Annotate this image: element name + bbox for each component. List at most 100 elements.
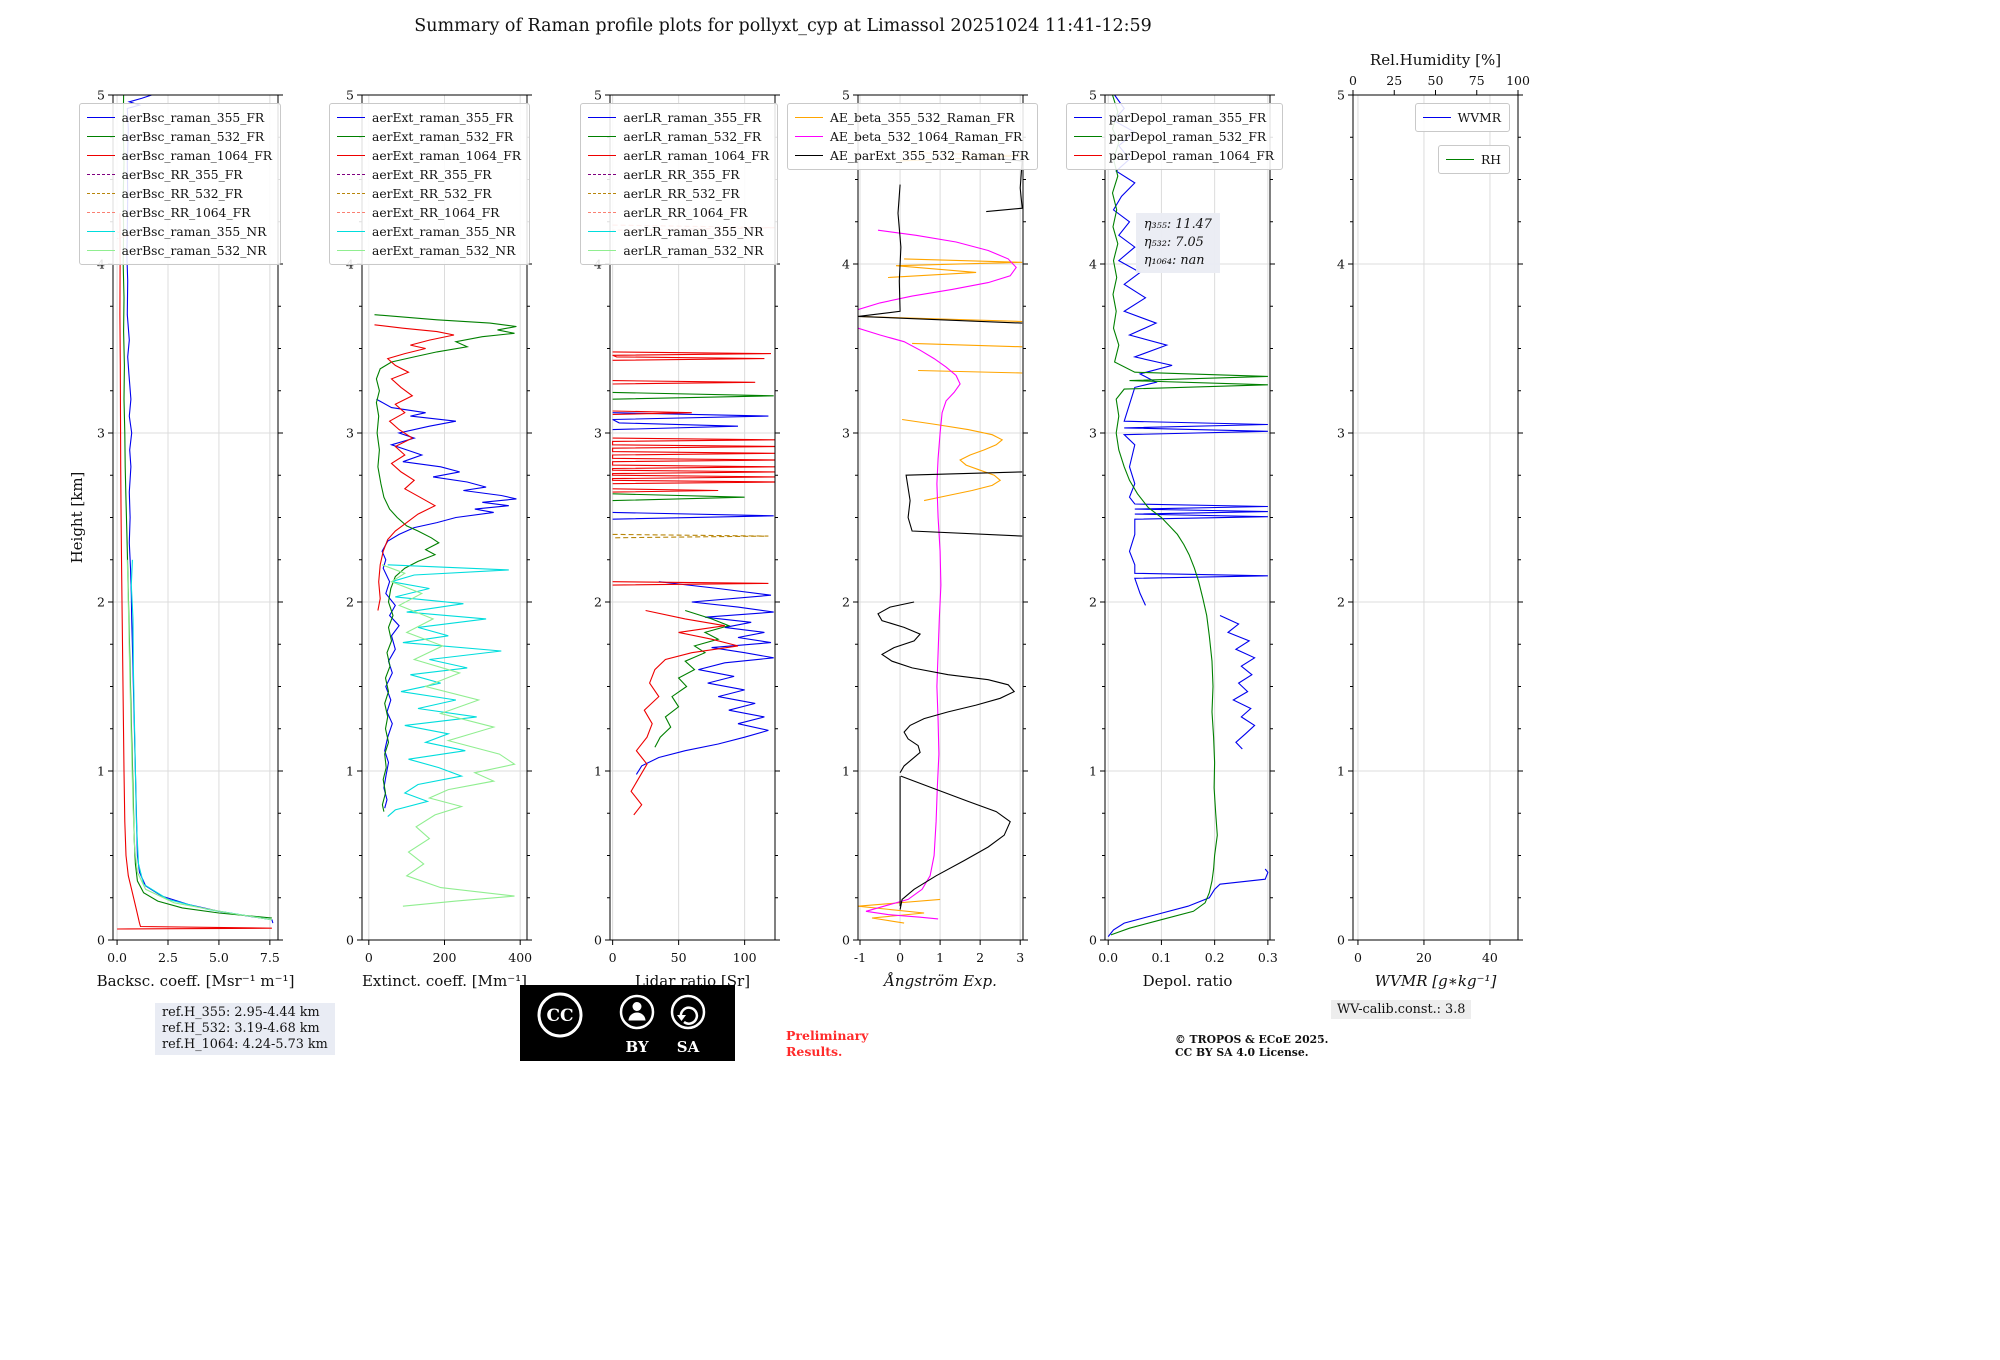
legend-label: aerExt_raman_355_FR: [372, 110, 514, 125]
legend-line-sample: [337, 117, 365, 118]
y-tick-label: 2: [1337, 595, 1345, 610]
legend-line-sample: [588, 174, 617, 175]
legend-label: AE_beta_355_532_Raman_FR: [829, 110, 1015, 125]
ref-h-355: ref.H_355: 2.95-4.44 km: [162, 1005, 320, 1020]
y-tick-label: 1: [1337, 764, 1345, 779]
legend-label: WVMR: [1457, 110, 1501, 125]
legend-label: aerExt_RR_355_FR: [372, 167, 492, 182]
legend-line-sample: [86, 136, 115, 137]
legend-label: parDepol_raman_1064_FR: [1108, 148, 1274, 163]
series-aerBsc_raman_355_NR: [130, 559, 272, 921]
panel-angstrom: 0 1 2 3 4 5 -1 0 1 2 3 Ångström Exp. AE_beta_355_532…: [786, 45, 1048, 1025]
legend: WVMR: [1414, 103, 1510, 132]
eta-annotation: η₃₅₅: 11.47 η₅₃₂: 7.05 η₁₀₆₄: nan: [1135, 213, 1220, 274]
y-tick-label: 2: [97, 595, 105, 610]
series-AE_beta_355_532_Raman_FR: [902, 418, 1004, 502]
panel-lidar-ratio: 012345050100Lidar ratio [Sr]aerLR_raman_…: [565, 45, 800, 1025]
plots-area: 0 1 2 3 4 5 0.0 2.5 5.0 7.5 Backsc. coeff. [Msr⁻¹ …: [68, 45, 1530, 1025]
legend-entry: WVMR: [1422, 108, 1501, 127]
legend-line-sample: [794, 155, 823, 156]
x-tick-label: 5.0: [209, 950, 229, 965]
series-AE_parExt_355_532_Raman_FR: [905, 471, 1023, 537]
panel-extinction: 0123450200400Extinct. coeff. [Mm⁻¹]aerEx…: [317, 45, 552, 1025]
y-axis-label: Height [km]: [68, 472, 86, 564]
legend-line-sample: [86, 231, 115, 232]
x-tick-label: 0.0: [107, 950, 127, 965]
legend-entry: aerExt_raman_532_FR: [337, 127, 521, 146]
preliminary-results-note: Preliminary Results.: [786, 1028, 868, 1061]
legend-label: aerBsc_RR_1064_FR: [121, 205, 251, 220]
legend-line-sample: [337, 231, 365, 232]
series-aerLR_raman_355_FR: [635, 581, 774, 775]
eta-annotation-line: η₁₀₆₄: nan: [1143, 253, 1205, 269]
copyright-line2: CC BY SA 4.0 License.: [1175, 1046, 1309, 1060]
legend-label: aerBsc_raman_532_NR: [121, 243, 267, 258]
legend-label: RH: [1481, 152, 1501, 167]
series-aerLR_raman_1064_FR: [612, 581, 769, 586]
sa-arrow-icon: [679, 1006, 699, 1025]
legend: RH: [1438, 145, 1510, 174]
legend-line-sample: [337, 193, 365, 194]
legend-line-sample: [86, 250, 115, 251]
y-tick-label: 0: [346, 933, 354, 948]
y-tick-label: 3: [1089, 426, 1097, 441]
y-tick-label: 0: [842, 933, 850, 948]
legend: aerLR_raman_355_FR aerLR_raman_532_FR aerL…: [580, 103, 778, 265]
legend-label: AE_parExt_355_532_Raman_FR: [829, 148, 1029, 163]
legend-entry: aerLR_raman_532_FR: [588, 127, 769, 146]
x-axis-label: Extinct. coeff. [Mm⁻¹]: [362, 972, 527, 990]
legend-label: aerExt_RR_532_FR: [372, 186, 492, 201]
series-aerExt_raman_532_NR: [381, 564, 516, 907]
panel-angstrom-plot: 0 1 2 3 4 5 -1 0 1 2 3 Ångström Exp.: [842, 88, 1028, 990]
copyright-note: © TROPOS & ECoE 2025. CC BY SA 4.0 Licen…: [1175, 1033, 1328, 1060]
y-tick-label: 1: [594, 764, 602, 779]
legend-label: aerBsc_raman_355_NR: [121, 224, 267, 239]
series-parDepol_raman_532_FR: [1110, 95, 1268, 936]
series-AE_beta_532_1064_Raman_FR: [858, 327, 961, 920]
panel-extinction-plot: 0123450200400Extinct. coeff. [Mm⁻¹]: [346, 88, 532, 991]
series-AE_parExt_355_532_Raman_FR: [899, 775, 1011, 910]
legend-label: aerLR_raman_355_NR: [623, 224, 764, 239]
x-tick-label: 0.2: [1205, 950, 1225, 965]
y-tick-label: 3: [346, 426, 354, 441]
x-axis-label: Backsc. coeff. [Msr⁻¹ m⁻¹]: [97, 972, 295, 990]
series-AE_beta_355_532_Raman_FR: [918, 369, 1023, 374]
preliminary-line2: Results.: [786, 1044, 843, 1060]
series-parDepol_raman_355_FR: [1219, 614, 1256, 750]
y-tick-label: 3: [97, 426, 105, 441]
legend-label: aerBsc_RR_355_FR: [121, 167, 243, 182]
y-tick-label: 1: [842, 764, 850, 779]
y-tick-label: 2: [1089, 595, 1097, 610]
legend-entry: aerExt_RR_1064_FR: [337, 203, 521, 222]
y-tick-label: 2: [594, 595, 602, 610]
legend-entry: aerBsc_RR_532_FR: [86, 184, 272, 203]
legend-entry: aerLR_raman_355_FR: [588, 108, 769, 127]
x-axis-label: Depol. ratio: [1143, 972, 1233, 990]
legend-line-sample: [337, 155, 365, 156]
legend-line-sample: [1073, 136, 1102, 137]
series-aerBsc_raman_1064_FR: [117, 213, 272, 930]
y-tick-label: 1: [346, 764, 354, 779]
x-tick-label: 50: [671, 950, 687, 965]
series-aerExt_raman_1064_FR: [374, 324, 455, 611]
x-axis-label: Ångström Exp.: [882, 972, 997, 990]
series-aerLR_raman_532_FR: [654, 609, 731, 748]
x-tick-label: 2: [976, 950, 984, 965]
legend-entry: aerBsc_RR_355_FR: [86, 165, 272, 184]
legend-label: aerExt_raman_1064_FR: [372, 148, 521, 163]
y-tick-label: 4: [842, 257, 850, 272]
series-aerLR_raman_532_FR: [612, 391, 774, 400]
by-label: BY: [625, 1038, 648, 1056]
y-tick-label: 0: [594, 933, 602, 948]
legend-label: aerBsc_raman_355_FR: [121, 110, 265, 125]
legend-line-sample: [1073, 155, 1102, 156]
y-tick-label: 3: [1337, 426, 1345, 441]
legend-entry: aerBsc_raman_355_FR: [86, 108, 272, 127]
legend-label: aerExt_raman_532_FR: [372, 129, 514, 144]
legend-line-sample: [588, 212, 617, 213]
x-tick-label: 0.1: [1151, 950, 1171, 965]
legend-entry: parDepol_raman_1064_FR: [1073, 146, 1274, 165]
